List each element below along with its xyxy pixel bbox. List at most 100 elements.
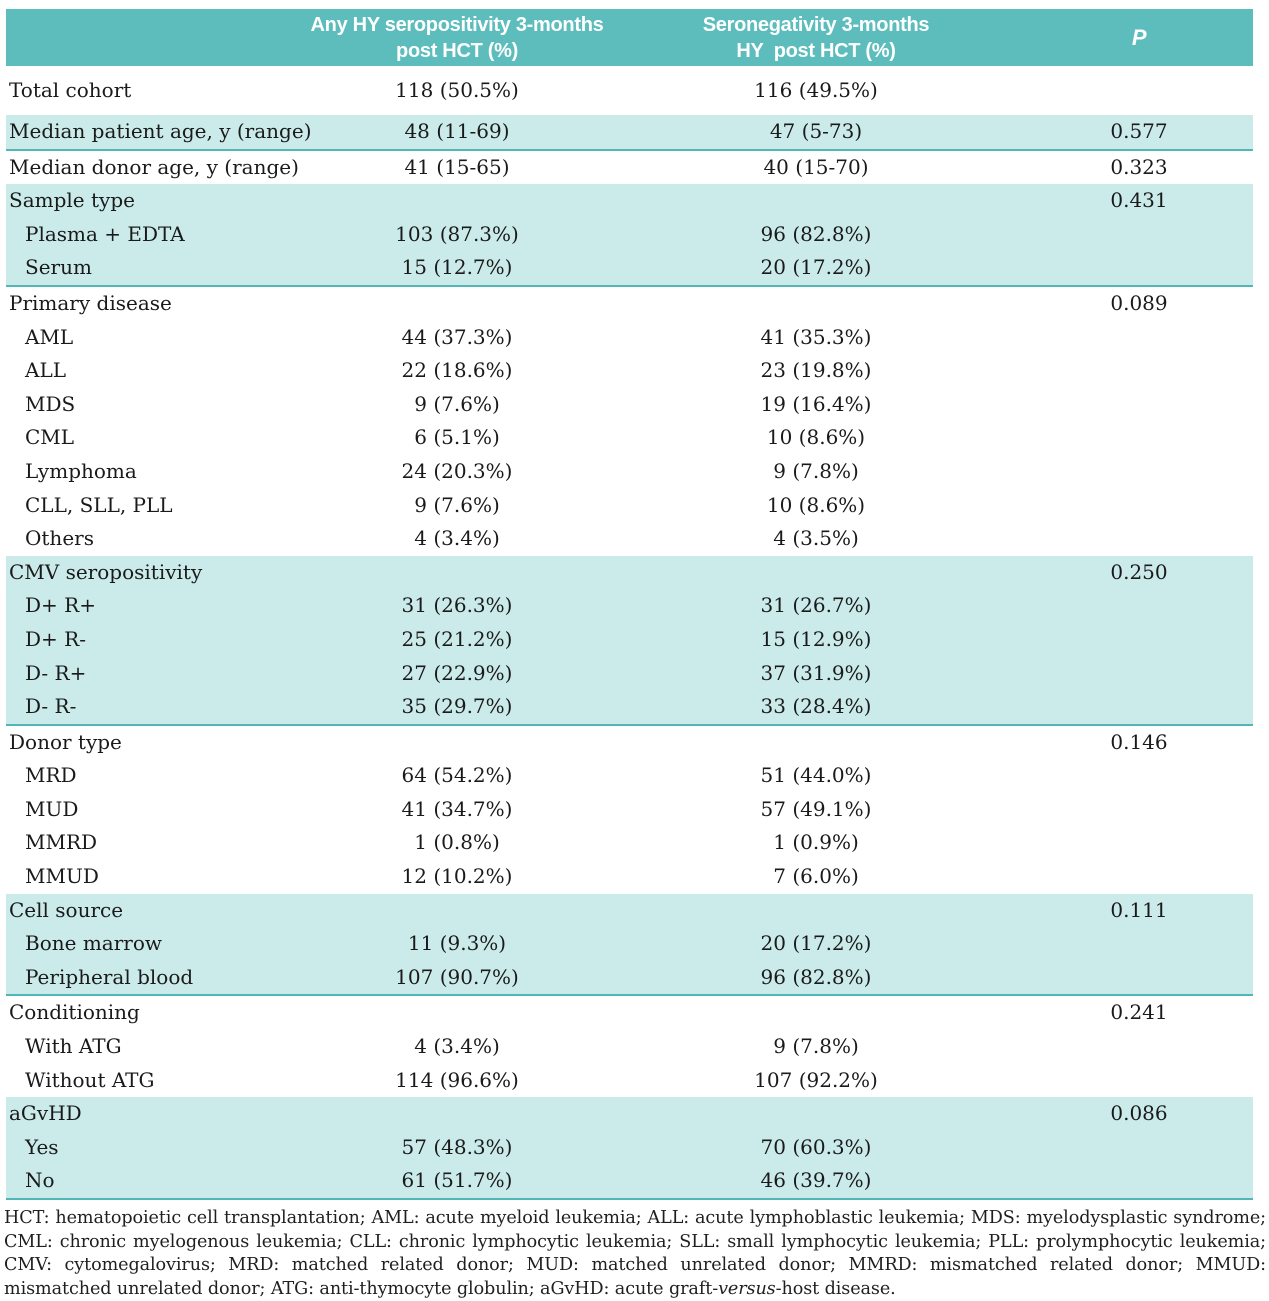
p-value — [1025, 589, 1253, 623]
row-label: CML — [25, 425, 75, 450]
row-label: Yes — [6, 1130, 307, 1165]
seronegativity-value: 107 (92.2%) — [754, 1067, 878, 1092]
row-label: ALL — [25, 358, 67, 383]
seronegativity-value — [607, 555, 1025, 590]
row-label: Primary disease — [9, 290, 172, 315]
p-value — [1025, 1130, 1253, 1165]
p-value — [1025, 1064, 1253, 1098]
table-row: MUD 41 (34.7%) 57 (49.1%) — [6, 793, 1253, 827]
seronegativity-value: 4 (3.5%) — [773, 526, 859, 551]
table-row: aGvHD 0.086 — [6, 1097, 1253, 1131]
p-value — [1025, 826, 1253, 860]
seronegativity-value: 46 (39.7%) — [607, 1164, 1025, 1200]
seronegativity-value: 19 (16.4%) — [760, 391, 872, 416]
seropositivity-value: 4 (3.4%) — [414, 1034, 500, 1059]
seronegativity-value — [607, 893, 1025, 928]
p-value — [1025, 1030, 1253, 1064]
header-col-p-value: P — [1025, 9, 1253, 66]
table-row: Bone marrow 11 (9.3%) 20 (17.2%) — [6, 927, 1253, 961]
row-label: Donor type — [9, 729, 122, 754]
seropositivity-value: 9 (7.6%) — [414, 492, 500, 517]
p-value: 0.323 — [1110, 154, 1168, 179]
seropositivity-value: 44 (37.3%) — [401, 324, 513, 349]
seronegativity-value: 116 (49.5%) — [754, 78, 878, 102]
seropositivity-value: 103 (87.3%) — [307, 217, 607, 252]
table-row: Without ATG 114 (96.6%) 107 (92.2%) — [6, 1064, 1253, 1098]
seropositivity-value: 1 (0.8%) — [414, 830, 500, 855]
seropositivity-value: 57 (48.3%) — [307, 1130, 607, 1165]
seropositivity-value: 114 (96.6%) — [395, 1067, 519, 1092]
p-value: 0.577 — [1025, 115, 1253, 151]
seropositivity-value: 24 (20.3%) — [401, 458, 513, 483]
seronegativity-value: 57 (49.1%) — [760, 796, 872, 821]
seropositivity-value — [307, 287, 607, 321]
seropositivity-value — [307, 184, 607, 218]
seronegativity-value: 41 (35.3%) — [760, 324, 872, 349]
table-row: Conditioning 0.241 — [6, 996, 1253, 1030]
p-value — [1025, 690, 1253, 726]
seropositivity-value: 4 (3.4%) — [414, 526, 500, 551]
seropositivity-value: 41 (34.7%) — [401, 796, 513, 821]
table-row: With ATG 4 (3.4%) 9 (7.8%) — [6, 1030, 1253, 1064]
table-row: Total cohort 118 (50.5%) 116 (49.5%) — [6, 66, 1253, 115]
table-row: D- R- 35 (29.7%) 33 (28.4%) — [6, 690, 1253, 726]
table-row: No 61 (51.7%) 46 (39.7%) — [6, 1164, 1253, 1200]
table-row: CMV seropositivity 0.250 — [6, 555, 1253, 590]
footnote-text-after: -host disease. — [775, 1278, 896, 1299]
seropositivity-value: 107 (90.7%) — [307, 960, 607, 997]
row-label: D+ R+ — [6, 589, 307, 623]
seronegativity-value: 40 (15-70) — [763, 154, 869, 179]
table-row: Yes 57 (48.3%) 70 (60.3%) — [6, 1130, 1253, 1165]
table-row: Median patient age, y (range) 48 (11-69) 4… — [6, 115, 1253, 151]
p-value — [1025, 1164, 1253, 1200]
row-label: Peripheral blood — [6, 960, 307, 997]
seropositivity-value: 48 (11-69) — [307, 115, 607, 151]
header-col-seronegativity: Seronegativity 3-months HY post HCT (%) — [607, 9, 1025, 66]
table-row: CML 6 (5.1%) 10 (8.6%) — [6, 421, 1253, 455]
seronegativity-value: 23 (19.8%) — [760, 358, 872, 383]
p-value — [1025, 522, 1253, 556]
p-value — [1025, 793, 1253, 827]
seronegativity-value — [607, 184, 1025, 218]
row-label: MRD — [25, 763, 77, 788]
seronegativity-value: 51 (44.0%) — [760, 763, 872, 788]
seropositivity-value: 11 (9.3%) — [307, 927, 607, 961]
seropositivity-value — [307, 996, 607, 1030]
row-label: D+ R- — [6, 622, 307, 657]
seropositivity-value: 61 (51.7%) — [307, 1164, 607, 1200]
seropositivity-value: 25 (21.2%) — [307, 622, 607, 657]
seronegativity-value: 20 (17.2%) — [607, 251, 1025, 287]
table-row: MMRD 1 (0.8%) 1 (0.9%) — [6, 826, 1253, 860]
seronegativity-value: 10 (8.6%) — [766, 492, 866, 517]
p-value — [1025, 759, 1253, 793]
row-label: D- R- — [6, 690, 307, 726]
table-row: Primary disease 0.089 — [6, 287, 1253, 321]
row-label: D- R+ — [6, 656, 307, 691]
seronegativity-value: 9 (7.8%) — [773, 1034, 859, 1059]
table-row: D+ R+ 31 (26.3%) 31 (26.7%) — [6, 589, 1253, 623]
seropositivity-value: 12 (10.2%) — [401, 864, 513, 889]
seropositivity-value: 9 (7.6%) — [414, 391, 500, 416]
seronegativity-value — [607, 996, 1025, 1030]
seropositivity-value: 64 (54.2%) — [401, 763, 513, 788]
seronegativity-value: 96 (82.8%) — [607, 217, 1025, 252]
seropositivity-value — [307, 893, 607, 928]
seropositivity-value: 22 (18.6%) — [401, 358, 513, 383]
row-label: No — [6, 1164, 307, 1200]
seropositivity-value: 41 (15-65) — [404, 154, 510, 179]
seropositivity-value: 15 (12.7%) — [307, 251, 607, 287]
seropositivity-value: 6 (5.1%) — [414, 425, 500, 450]
table-row: Serum 15 (12.7%) 20 (17.2%) — [6, 251, 1253, 287]
table-row: D+ R- 25 (21.2%) 15 (12.9%) — [6, 622, 1253, 657]
header-col-seropositivity-line1: Any HY seropositivity 3-months — [310, 13, 604, 36]
seropositivity-value: 27 (22.9%) — [307, 656, 607, 691]
p-value — [1025, 321, 1253, 355]
seronegativity-value: 37 (31.9%) — [607, 656, 1025, 691]
table-row: Sample type 0.431 — [6, 184, 1253, 218]
row-label: With ATG — [25, 1034, 122, 1059]
p-value — [1025, 656, 1253, 691]
p-value — [1025, 217, 1253, 252]
header-col-seronegativity-line2: HY post HCT (%) — [736, 39, 896, 62]
row-label: Others — [25, 526, 94, 551]
